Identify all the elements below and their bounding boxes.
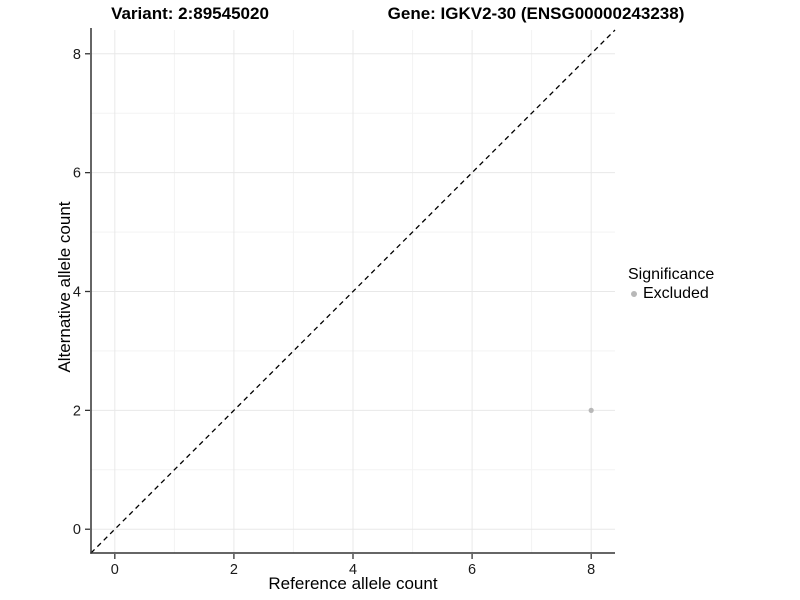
legend-title: Significance [628,266,715,283]
y-tick-label: 6 [73,166,81,182]
x-axis-title: Reference allele count [268,574,438,593]
x-tick-label: 6 [468,562,476,578]
plot-title-variant: Variant: 2:89545020 [111,4,269,23]
data-point [588,407,594,413]
y-tick-label: 0 [73,522,81,538]
x-tick-label: 2 [230,562,238,578]
legend: Significance Excluded [628,266,714,303]
y-tick-label: 8 [73,47,81,63]
x-tick-label: 0 [111,562,119,578]
y-tick-label: 2 [73,403,81,419]
plot-title-gene: Gene: IGKV2-30 (ENSG00000243238) [387,4,685,23]
excluded-point-icon [631,291,637,297]
y-tick-label: 4 [73,285,81,301]
x-tick-label: 8 [587,562,595,578]
identity-line [90,29,616,554]
x-tick-label: 4 [349,562,357,578]
legend-item-excluded: Excluded [628,285,714,303]
legend-item-label: Excluded [643,285,709,302]
